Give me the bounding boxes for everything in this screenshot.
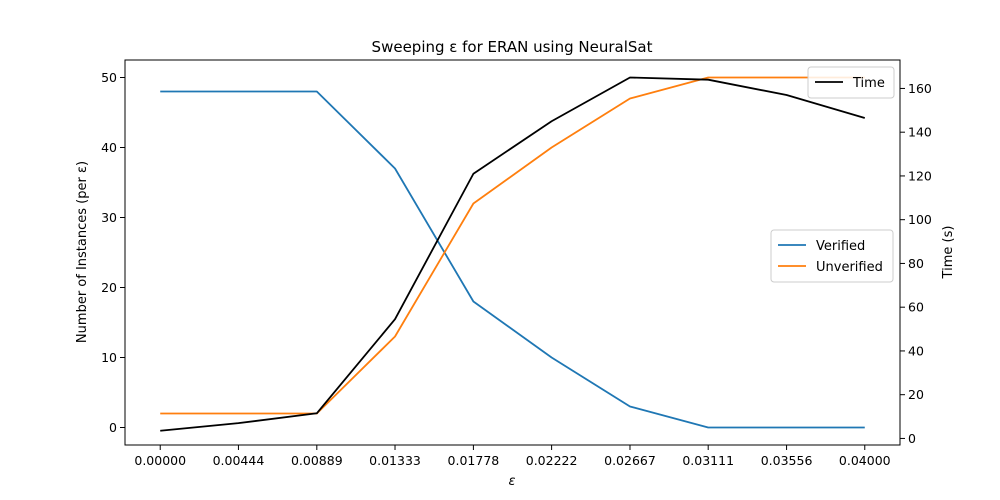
chart-title: Sweeping ε for ERAN using NeuralSat [372, 38, 653, 56]
x-tick-label: 0.03556 [761, 453, 813, 468]
y-left-tick-label: 20 [101, 280, 117, 295]
y-right-tick-label: 60 [908, 300, 924, 315]
y-axis-left: 0 10 20 30 40 50 [101, 70, 125, 435]
y-right-tick-label: 120 [908, 168, 932, 183]
y-left-tick-label: 30 [101, 210, 117, 225]
y-right-tick-label: 140 [908, 125, 932, 140]
y-right-tick-label: 80 [908, 256, 924, 271]
x-tick-label: 0.02667 [604, 453, 656, 468]
series-line-unverified [160, 76, 865, 415]
y-axis-left-label: Number of Instances (per ε) [75, 161, 90, 343]
x-tick-label: 0.04000 [839, 453, 891, 468]
y-left-tick-label: 40 [101, 140, 117, 155]
y-right-tick-label: 0 [908, 431, 916, 446]
x-tick-label: 0.00444 [213, 453, 265, 468]
y-right-tick-label: 20 [908, 387, 924, 402]
x-tick-label: 0.00889 [291, 453, 343, 468]
x-tick-label: 0.01333 [369, 453, 421, 468]
y-right-tick-label: 100 [908, 212, 932, 227]
y-axis-right: 0 20 40 60 80 100 120 140 160 [900, 81, 932, 446]
y-left-tick-label: 0 [109, 420, 117, 435]
x-tick-label: 0.02222 [526, 453, 578, 468]
y-left-tick-label: 50 [101, 70, 117, 85]
y-left-tick-label: 10 [101, 350, 117, 365]
x-tick-label: 0.00000 [134, 453, 186, 468]
legend-box [807, 66, 895, 99]
series-line-verified [160, 90, 865, 429]
y-right-tick-label: 160 [908, 81, 932, 96]
plot-frame [124, 59, 901, 446]
x-tick-label: 0.01778 [448, 453, 500, 468]
series-line-time [160, 76, 866, 432]
x-tick-label: 0.03111 [682, 453, 734, 468]
legend-label-verified: Verified [816, 239, 865, 254]
x-axis: 0.00000 0.00444 0.00889 0.01333 0.01778 0.022… [134, 445, 891, 468]
legend-box [770, 229, 894, 283]
legend-label-time: Time [852, 76, 885, 91]
plot-series [160, 76, 866, 432]
legend-label-unverified: Unverified [816, 260, 883, 275]
legend-time: Time [807, 66, 895, 99]
legend-verified-unverified: Verified Unverified [770, 229, 894, 283]
y-right-tick-label: 40 [908, 343, 924, 358]
x-axis-label: ε [508, 474, 515, 489]
y-axis-right-label: Time (s) [941, 226, 956, 280]
